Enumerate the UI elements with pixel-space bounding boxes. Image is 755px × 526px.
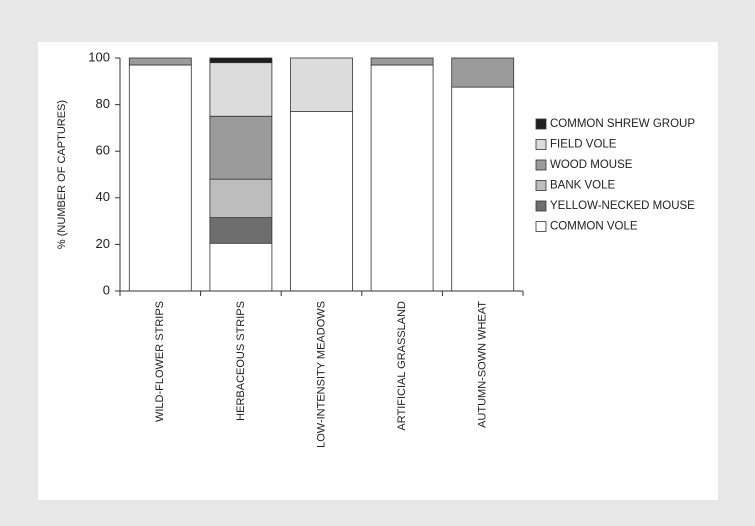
bar-wild-flower-strips-wood-mouse xyxy=(128,57,192,66)
x-category-label-low-intensity-meadows: LOW-INTENSITY MEADOWS xyxy=(315,301,327,448)
bars xyxy=(128,57,515,292)
legend-swatch-bank-vole xyxy=(535,180,547,191)
bar-artificial-grassland-wood-mouse xyxy=(370,57,434,66)
bar-herbaceous-strips-bank-vole xyxy=(209,178,273,219)
y-tick-label-60: 60 xyxy=(96,143,110,158)
legend-label-bank-vole: BANK VOLE xyxy=(550,180,616,192)
legend-label-wood-mouse: WOOD MOUSE xyxy=(550,159,633,171)
legend: COMMON SHREW GROUP FIELD VOLE WOOD MOUSE BA… xyxy=(535,118,695,233)
bar-herbaceous-strips-common-vole xyxy=(209,242,273,292)
y-tick-label-80: 80 xyxy=(96,96,110,111)
bar-herbaceous-strips-common-shrew-group xyxy=(209,57,273,64)
y-tick-label-40: 40 xyxy=(96,189,110,204)
bar-herbaceous-strips-wood-mouse xyxy=(209,115,273,180)
legend-swatch-field-vole xyxy=(535,139,547,150)
x-category-label-artificial-grassland: ARTIFICIAL GRASSLAND xyxy=(396,301,408,431)
legend-label-yellow-necked-mouse: YELLOW-NECKED MOUSE xyxy=(550,200,695,212)
y-axis-title: % (NUMBER OF CAPTURES) xyxy=(56,100,68,249)
stacked-bar-chart: % (NUMBER OF CAPTURES) 0 20 40 60 80 100 WILD… xyxy=(56,49,695,448)
y-tick-label-20: 20 xyxy=(96,236,110,251)
y-ticks: 0 20 40 60 80 100 xyxy=(88,49,120,297)
x-category-label-autumn-sown-wheat: AUTUMN-SOWN WHEAT xyxy=(477,301,489,428)
bar-herbaceous-strips-field-vole xyxy=(209,62,273,117)
x-category-label-herbaceous-strips: HERBACEOUS STRIPS xyxy=(235,301,247,421)
bar-low-intensity-meadows-field-vole xyxy=(290,57,353,112)
bar-wild-flower-strips-common-vole xyxy=(128,64,192,292)
legend-label-common-shrew-group: COMMON SHREW GROUP xyxy=(550,118,695,130)
bar-herbaceous-strips-yellow-necked-mouse xyxy=(209,217,273,244)
legend-swatch-yellow-necked-mouse xyxy=(535,200,547,212)
legend-label-field-vole: FIELD VOLE xyxy=(550,139,617,151)
legend-swatch-common-shrew-group xyxy=(535,118,547,130)
chart-panel: % (NUMBER OF CAPTURES) 0 20 40 60 80 100 WILD… xyxy=(38,42,718,500)
legend-label-common-vole: COMMON VOLE xyxy=(550,221,638,233)
category-labels: WILD-FLOWER STRIPS HERBACEOUS STRIPS LOW-I… xyxy=(154,301,488,448)
legend-swatch-common-vole xyxy=(535,221,547,232)
bar-low-intensity-meadows-common-vole xyxy=(290,111,353,292)
legend-swatch-wood-mouse xyxy=(535,159,547,171)
y-tick-label-0: 0 xyxy=(103,282,110,297)
y-tick-label-100: 100 xyxy=(88,49,110,64)
bar-artificial-grassland-common-vole xyxy=(370,64,434,292)
y-axis-title-group: % (NUMBER OF CAPTURES) xyxy=(56,100,68,249)
x-category-label-wild-flower-strips: WILD-FLOWER STRIPS xyxy=(154,301,166,422)
bar-autumn-sown-wheat-wood-mouse xyxy=(451,57,515,88)
bar-autumn-sown-wheat-common-vole xyxy=(451,86,515,292)
axes xyxy=(119,58,524,296)
